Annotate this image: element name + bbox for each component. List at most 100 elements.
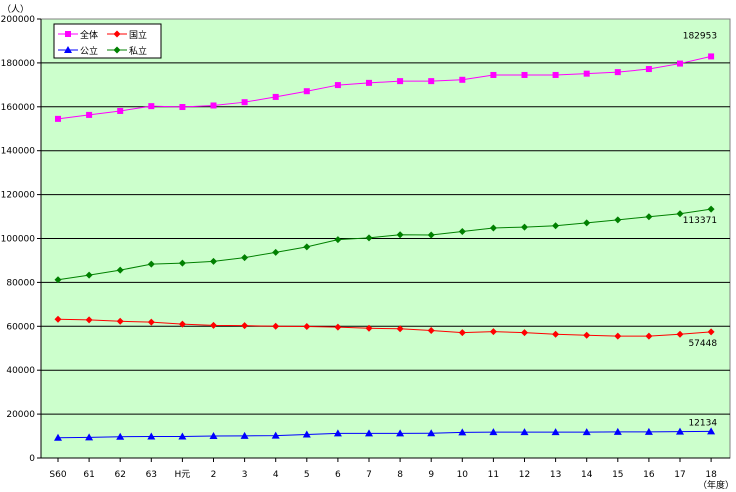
data-point-marker: [210, 257, 217, 265]
data-point-marker: [458, 329, 466, 337]
data-point-marker: [147, 318, 155, 326]
data-point-marker: [178, 259, 186, 267]
data-point-marker: [64, 46, 72, 53]
data-point-marker: [54, 315, 62, 323]
data-point-marker: [85, 433, 94, 441]
x-tick-label: 12: [519, 470, 530, 480]
y-tick-label: 100000: [1, 235, 36, 245]
data-point-marker: [303, 243, 311, 251]
x-tick-label: 61: [83, 470, 94, 480]
end-value-label: 57448: [688, 339, 717, 349]
data-point-marker: [458, 227, 466, 235]
data-point-marker: [396, 231, 404, 239]
x-tick-label: 8: [397, 470, 403, 480]
data-point-marker: [65, 31, 71, 37]
data-point-marker: [334, 82, 341, 89]
end-value-label: 182953: [683, 31, 717, 41]
series-line: [57, 55, 712, 120]
x-tick-label: 5: [304, 470, 310, 480]
data-point-marker: [117, 107, 124, 114]
x-tick-label: 9: [428, 470, 434, 480]
data-point-marker: [676, 330, 684, 338]
y-axis: 0 20000 40000 60000 80000 100000 120000 140000 1…: [1, 15, 42, 464]
data-point-marker: [521, 223, 528, 231]
x-tick-label: 15: [612, 470, 623, 480]
data-point-marker: [148, 103, 155, 110]
data-point-marker: [551, 428, 560, 436]
data-point-marker: [396, 325, 404, 333]
data-point-marker: [520, 428, 529, 436]
data-point-marker: [113, 46, 121, 54]
data-point-marker: [241, 322, 249, 330]
data-point-marker: [676, 210, 684, 218]
data-point-marker: [333, 429, 342, 437]
legend-item: 私立: [107, 45, 147, 57]
data-point-marker: [676, 427, 684, 435]
series-0: 182953: [55, 31, 717, 122]
data-point-marker: [54, 433, 62, 441]
data-point-marker: [613, 427, 622, 435]
legend-box: [53, 23, 162, 59]
data-point-marker: [397, 78, 404, 85]
data-point-marker: [708, 53, 715, 60]
x-tick-label: 10: [457, 470, 469, 480]
data-point-marker: [365, 324, 373, 332]
data-point-marker: [86, 111, 93, 118]
data-point-marker: [521, 71, 528, 78]
x-tick-label: 6: [335, 470, 341, 480]
x-tick-label: 7: [366, 470, 372, 480]
data-point-marker: [427, 231, 435, 239]
data-point-marker: [241, 254, 249, 262]
data-point-marker: [334, 236, 342, 244]
data-point-marker: [583, 331, 591, 339]
data-point-marker: [614, 216, 622, 224]
x-tick-label: 2: [211, 470, 217, 480]
data-point-marker: [707, 427, 716, 435]
y-tick-label: 0: [29, 454, 35, 464]
y-tick-label: 20000: [6, 410, 35, 420]
y-tick-label: 40000: [6, 366, 35, 376]
data-point-marker: [54, 276, 62, 284]
data-point-marker: [583, 70, 590, 77]
y-tick-label: 60000: [6, 322, 35, 332]
data-point-marker: [427, 326, 435, 334]
data-point-marker: [147, 432, 156, 440]
data-point-marker: [303, 323, 311, 331]
data-point-marker: [366, 79, 372, 86]
data-point-marker: [614, 69, 621, 76]
x-tick-label: 14: [581, 470, 593, 480]
data-point-marker: [365, 234, 373, 242]
data-point-marker: [55, 115, 61, 122]
data-point-marker: [458, 428, 467, 436]
x-tick-label: 18: [705, 470, 717, 480]
data-point-marker: [459, 76, 466, 83]
y-tick-label: 120000: [1, 191, 36, 201]
series-line: [57, 318, 712, 337]
data-point-marker: [209, 432, 218, 440]
data-point-marker: [210, 321, 217, 329]
series-line: [57, 208, 712, 281]
data-point-marker: [552, 330, 560, 338]
x-tick-label: 13: [550, 470, 561, 480]
data-point-marker: [116, 432, 125, 440]
data-point-marker: [116, 266, 124, 274]
data-point-marker: [677, 60, 683, 67]
data-point-marker: [334, 323, 342, 331]
data-point-marker: [85, 271, 93, 279]
x-tick-label: S60: [49, 470, 66, 480]
data-point-marker: [179, 104, 186, 111]
data-point-marker: [644, 427, 653, 435]
data-point-marker: [552, 71, 559, 78]
y-tick-label: 80000: [6, 278, 35, 288]
data-point-marker: [707, 328, 715, 336]
x-tick-label: 63: [146, 470, 157, 480]
data-point-marker: [302, 430, 311, 438]
data-point-marker: [272, 248, 280, 256]
data-point-marker: [427, 429, 436, 437]
data-point-marker: [428, 78, 435, 85]
data-point-marker: [178, 320, 186, 328]
data-point-marker: [272, 322, 280, 330]
gridlines: [41, 62, 730, 415]
